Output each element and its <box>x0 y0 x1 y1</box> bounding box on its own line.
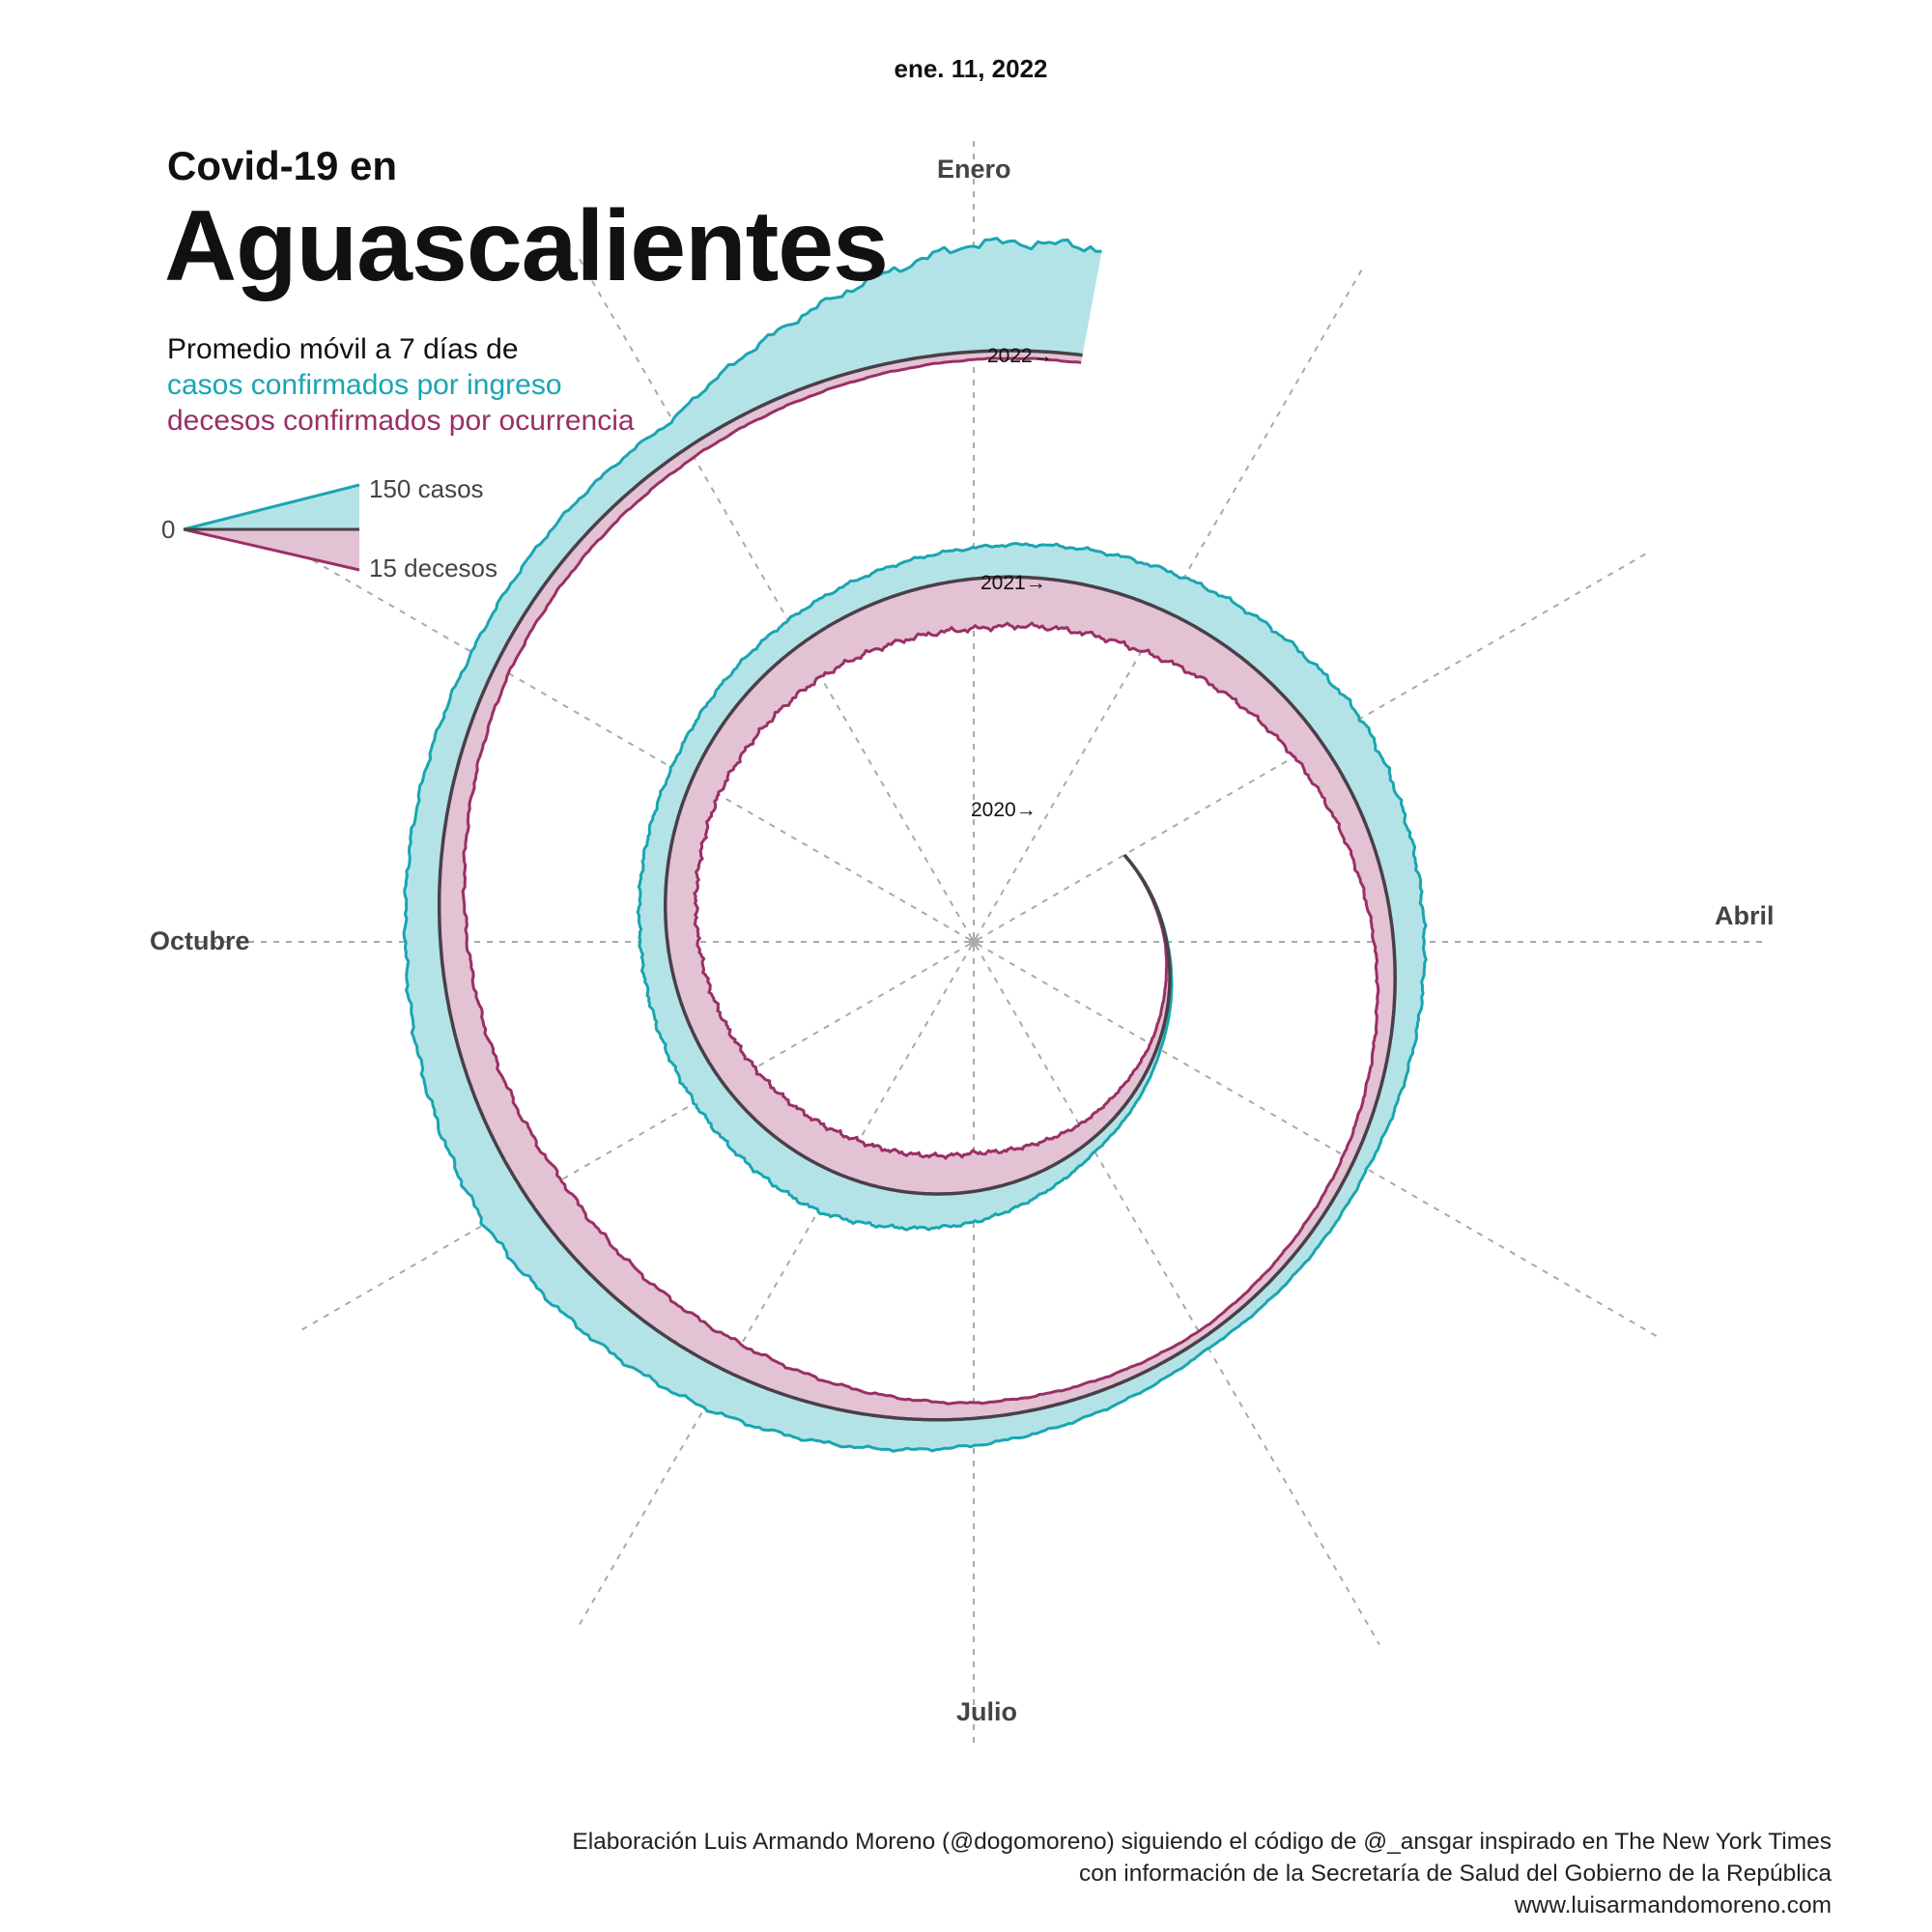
credits-line-3: www.luisarmandomoreno.com <box>1514 1892 1832 1918</box>
month-label-july: Julio <box>956 1697 1018 1726</box>
year-labels: 2020→ 2021→ 2022→ <box>971 345 1053 821</box>
credits: Elaboración Luis Armando Moreno (@dogomo… <box>572 1826 1832 1921</box>
gridline-month-11 <box>287 545 972 941</box>
year-label-2: 2021→ <box>980 572 1046 594</box>
current-date: ene. 11, 2022 <box>894 54 1048 83</box>
legend-deaths-label: 15 decesos <box>369 554 497 582</box>
gridline-month-12 <box>577 255 973 940</box>
subtitle: Promedio móvil a 7 días de casos confirm… <box>167 331 635 439</box>
legend-deaths-line <box>183 527 360 572</box>
legend-glyph <box>183 483 360 572</box>
legend-zero-label: 0 <box>161 515 176 544</box>
title-prefix: Covid-19 en <box>167 143 398 188</box>
gridline-month-5 <box>976 943 1661 1339</box>
deaths-area <box>439 351 1396 1420</box>
deaths-line <box>461 356 1380 1406</box>
page-title: Aguascalientes <box>164 190 889 302</box>
month-label-april: Abril <box>1715 901 1775 930</box>
month-label-january: Enero <box>937 155 1011 184</box>
year-label-3: 2022→ <box>987 345 1053 367</box>
cases-area <box>404 238 1427 1452</box>
credits-line-1: Elaboración Luis Armando Moreno (@dogomo… <box>572 1829 1832 1855</box>
gridline-month-8 <box>577 944 973 1629</box>
gridline-month-9 <box>296 943 972 1334</box>
subtitle-deaths: decesos confirmados por ocurrencia <box>167 405 635 437</box>
spiral-areas <box>402 237 1428 1453</box>
year-label-1: 2020→ <box>971 799 1037 821</box>
spiral-baseline <box>437 349 1397 1422</box>
credits-line-2: con información de la Secretaría de Salu… <box>1078 1861 1832 1887</box>
legend-cases-line <box>183 483 360 531</box>
subtitle-main: Promedio móvil a 7 días de <box>167 333 519 365</box>
legend-cases-label: 150 casos <box>369 474 484 503</box>
gridline-month-6 <box>975 944 1380 1645</box>
month-label-october: Octubre <box>150 926 250 955</box>
cases-line <box>402 237 1428 1453</box>
subtitle-cases: casos confirmados por ingreso <box>167 369 562 401</box>
spiral-center <box>969 937 979 947</box>
